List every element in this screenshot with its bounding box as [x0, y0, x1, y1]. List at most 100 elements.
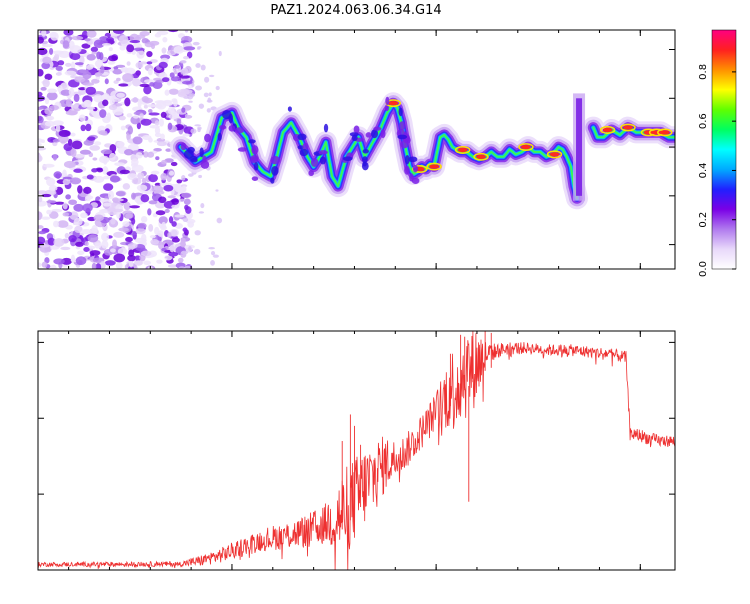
ridge-blob [411, 177, 420, 184]
noise-blob [188, 245, 192, 252]
hot-spot [623, 125, 634, 130]
noise-blob [153, 147, 162, 152]
ridge-blob [297, 133, 307, 141]
noise-blob [198, 103, 205, 109]
noise-blob [168, 251, 179, 257]
noise-blob [154, 126, 161, 135]
noise-blob [102, 166, 109, 175]
noise-blob [193, 248, 201, 255]
noise-blob [113, 231, 125, 238]
noise-blob [164, 208, 170, 214]
noise-blob [197, 126, 202, 130]
noise-blob [74, 225, 83, 234]
noise-blob [40, 86, 47, 91]
noise-blob [58, 129, 71, 138]
noise-blob [106, 37, 115, 42]
noise-blob [69, 52, 81, 61]
hot-spot-rim [620, 123, 636, 132]
noise-blob [90, 46, 99, 53]
noise-blob [179, 198, 186, 202]
noise-blob [167, 106, 175, 115]
noise-blob [195, 63, 201, 68]
noise-blob [160, 133, 165, 140]
noise-blob [73, 93, 80, 103]
noise-blob [82, 71, 92, 80]
noise-blob [62, 212, 70, 217]
noise-blob [54, 201, 65, 205]
noise-blob [38, 115, 44, 124]
noise-blob [93, 94, 103, 103]
ridge-blob [248, 139, 256, 144]
ridge-blob [297, 145, 304, 150]
noise-blob [81, 43, 91, 49]
noise-blob [117, 247, 128, 256]
noise-blob [96, 51, 102, 60]
noise-blob [81, 30, 89, 39]
noise-blob [70, 132, 76, 137]
ridge-blob [199, 147, 204, 158]
noise-blob [129, 40, 141, 44]
ridge-blob [251, 176, 259, 181]
noise-blob [41, 193, 52, 198]
noise-blob [79, 149, 91, 155]
figure-title: PAZ1.2024.063.06.34.G14 [270, 3, 441, 18]
noise-blob [191, 83, 195, 87]
noise-blob [65, 98, 72, 108]
noise-blob [195, 85, 202, 91]
noise-blob [168, 113, 179, 120]
noise-blob [115, 262, 123, 269]
noise-blob [152, 81, 163, 90]
ridge-blob [251, 145, 259, 155]
colorbar-frame [711, 29, 737, 270]
noise-blob [108, 47, 113, 52]
noise-blob [116, 77, 121, 82]
noise-blob [171, 98, 178, 103]
noise-blob [158, 118, 164, 127]
noise-blob [102, 99, 109, 107]
ridge-blob [365, 132, 372, 138]
noise-blob [149, 59, 158, 63]
noise-blob [137, 172, 145, 180]
noise-blob [170, 229, 178, 237]
noise-blob [68, 235, 77, 243]
noise-blob [136, 184, 148, 192]
noise-blob [100, 208, 108, 213]
noise-blob [152, 212, 158, 218]
noise-blob [83, 139, 94, 146]
noise-blob [65, 62, 72, 67]
noise-blob [87, 136, 96, 141]
ridge-blob [271, 165, 279, 176]
noise-blob [41, 43, 53, 48]
noise-blob [134, 260, 143, 266]
noise-blob [182, 133, 191, 137]
noise-blob [100, 149, 113, 155]
ridge-blob [299, 148, 309, 157]
noise-blob [113, 253, 126, 263]
noise-blob [84, 197, 91, 202]
noise-blob [182, 217, 189, 222]
noise-blob [83, 186, 92, 194]
noise-blob [62, 176, 72, 180]
noise-blob [125, 236, 133, 243]
noise-blob [208, 92, 212, 97]
noise-blob [70, 254, 76, 263]
noise-blob [148, 200, 158, 205]
noise-blob [110, 248, 116, 253]
noise-blob [57, 85, 63, 93]
ridge-blob [183, 149, 194, 159]
noise-blob [131, 217, 136, 225]
noise-blob [133, 115, 139, 119]
noise-blob [210, 250, 216, 256]
noise-blob [39, 244, 50, 248]
ridge-blob [318, 150, 328, 155]
noise-blob [95, 263, 102, 269]
noise-blob [99, 109, 107, 118]
hot-spot [602, 127, 613, 133]
noise-blob [120, 125, 126, 131]
noise-blob [158, 216, 168, 225]
hot-spot [659, 130, 670, 135]
hot-spot-rim [599, 126, 616, 134]
noise-blob [154, 103, 163, 109]
noise-blob [115, 191, 126, 197]
spectrogram-image [38, 30, 675, 269]
